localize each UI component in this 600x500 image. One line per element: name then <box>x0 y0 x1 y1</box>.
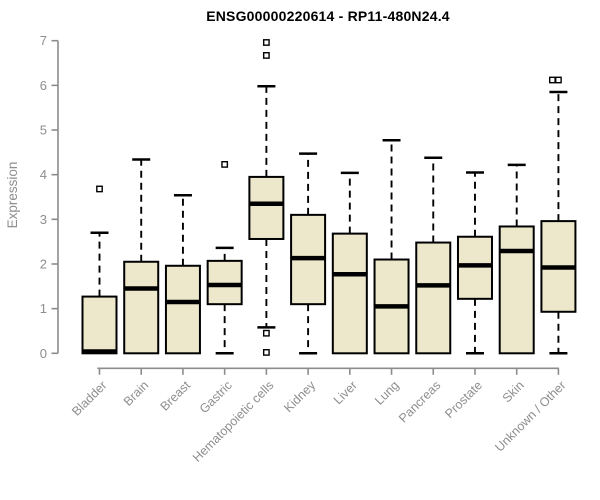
x-tick-label-brain: Brain <box>121 378 152 409</box>
x-tick-label-pancreas: Pancreas <box>396 378 443 425</box>
y-tick-label: 3 <box>40 212 47 227</box>
y-tick-label: 2 <box>40 256 47 271</box>
y-tick-label: 7 <box>40 33 47 48</box>
iqr-box <box>331 232 368 355</box>
x-tick-label-hematopoietic-cells: Hematopoietic cells <box>190 378 277 465</box>
y-tick-label: 5 <box>40 123 47 138</box>
y-tick-label: 1 <box>40 301 47 316</box>
iqr-box <box>164 264 201 355</box>
x-tick-label-liver: Liver <box>331 378 360 407</box>
iqr-box <box>248 175 285 240</box>
boxplot-group-lung <box>373 139 410 355</box>
iqr-box <box>123 260 160 355</box>
iqr-box <box>415 241 452 355</box>
boxplot-group-prostate <box>456 171 493 355</box>
outlier-point <box>262 329 270 337</box>
boxplot-group-unknown-other <box>540 76 577 355</box>
boxplot-group-kidney <box>290 152 327 355</box>
x-tick-label-kidney: Kidney <box>281 378 318 415</box>
x-tick-label-skin: Skin <box>500 378 527 405</box>
boxplot-group-breast <box>164 193 201 355</box>
boxplot-group-liver <box>331 171 368 355</box>
boxplot-group-gastric <box>206 161 243 355</box>
chart-title: ENSG00000220614 - RP11-480N24.4 <box>206 8 450 24</box>
y-tick-label: 6 <box>40 78 47 93</box>
y-tick-label: 4 <box>40 167 47 182</box>
outlier-point <box>262 39 270 46</box>
boxplot-group-pancreas <box>415 156 452 355</box>
iqr-box <box>456 235 493 300</box>
outlier-point <box>96 185 103 193</box>
x-tick-label-bladder: Bladder <box>69 378 109 418</box>
x-tick-label-gastric: Gastric <box>197 378 235 416</box>
iqr-box <box>498 225 535 355</box>
x-tick-label-breast: Breast <box>158 378 194 414</box>
outlier-point <box>262 349 270 356</box>
iqr-box <box>81 295 118 355</box>
outlier-point <box>262 52 270 59</box>
outlier-point <box>549 76 556 84</box>
x-tick-label-unknown-other: Unknown / Other <box>492 378 568 454</box>
outlier-point <box>555 76 562 84</box>
boxplot-group-bladder <box>81 185 118 355</box>
boxplot-group-brain <box>123 158 160 355</box>
boxplot-group-hematopoietic-cells <box>248 39 285 356</box>
y-tick-label: 0 <box>40 346 47 361</box>
boxplot-group-skin <box>498 163 535 355</box>
outlier-point <box>221 161 229 168</box>
x-tick-label-lung: Lung <box>372 378 402 408</box>
iqr-box <box>206 259 243 306</box>
x-tick-label-prostate: Prostate <box>442 378 485 421</box>
